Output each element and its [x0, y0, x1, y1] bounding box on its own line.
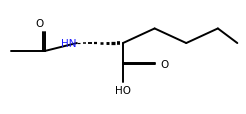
Text: O: O — [35, 19, 43, 29]
Text: O: O — [161, 59, 169, 69]
Text: HN: HN — [61, 39, 77, 49]
Text: HO: HO — [115, 85, 131, 95]
